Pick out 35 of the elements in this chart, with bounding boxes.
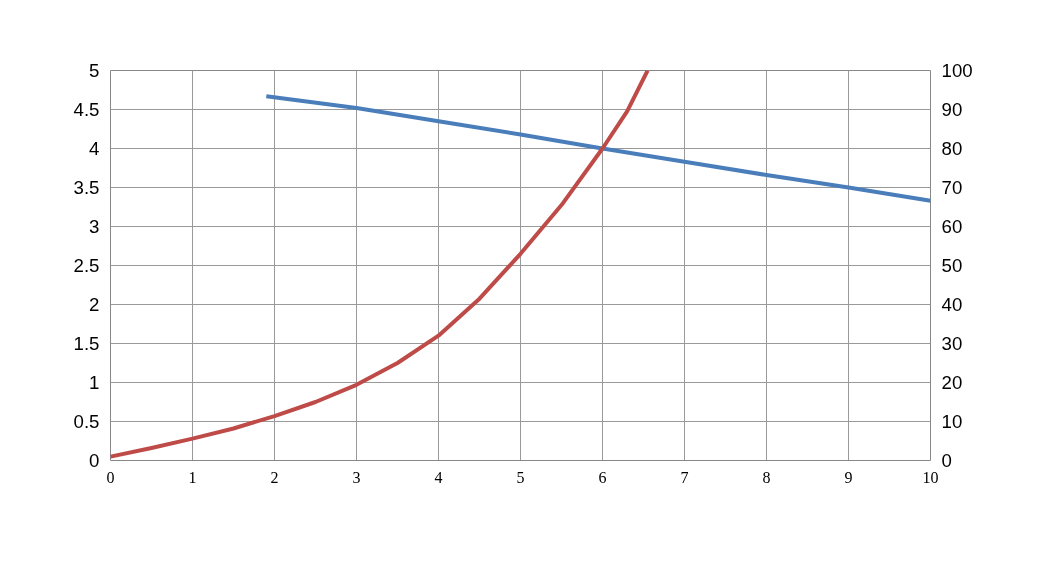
- x-tick-label: 9: [844, 468, 853, 486]
- y-tick-label: 0: [89, 450, 100, 471]
- x-tick-label: 2: [270, 468, 279, 486]
- y2-tick-label: 70: [941, 177, 963, 198]
- y2-tick-label: 40: [941, 294, 963, 315]
- y-tick-label: 0.5: [73, 411, 100, 432]
- x-tick-label: 3: [352, 468, 361, 486]
- y2-tick-label: 0: [941, 450, 952, 471]
- x-tick-label: 10: [922, 468, 939, 486]
- x-tick-label: 7: [680, 468, 689, 486]
- y2-tick-label: 20: [941, 372, 963, 393]
- y-tick-label: 5: [89, 60, 100, 81]
- y-tick-label: 2: [89, 294, 100, 315]
- y2-tick-label: 90: [941, 99, 963, 120]
- x-tick-label: 5: [516, 468, 525, 486]
- line-series: [110, 70, 650, 459]
- x-tick-label: 0: [106, 468, 115, 486]
- y-tick-label: 3: [89, 216, 100, 237]
- y2-tick-label: 50: [941, 255, 963, 276]
- x-tick-label: 8: [762, 468, 771, 486]
- y2-tick-label: 100: [941, 60, 973, 81]
- y-tick-label: 2.5: [73, 255, 100, 276]
- y-tick-label: 1: [89, 372, 100, 393]
- y2-tick-label: 30: [941, 333, 963, 354]
- y2-tick-label: 10: [941, 411, 963, 432]
- x-tick-label: 4: [434, 468, 443, 486]
- y2-tick-label: 80: [941, 138, 963, 159]
- line-series: [264, 94, 931, 203]
- y-tick-label: 1.5: [73, 333, 100, 354]
- y2-tick-label: 60: [941, 216, 963, 237]
- x-tick-label: 6: [598, 468, 607, 486]
- y-tick-label: 4.5: [73, 99, 100, 120]
- y-tick-label: 3.5: [73, 177, 100, 198]
- x-tick-label: 1: [188, 468, 197, 486]
- y-tick-label: 4: [89, 138, 100, 159]
